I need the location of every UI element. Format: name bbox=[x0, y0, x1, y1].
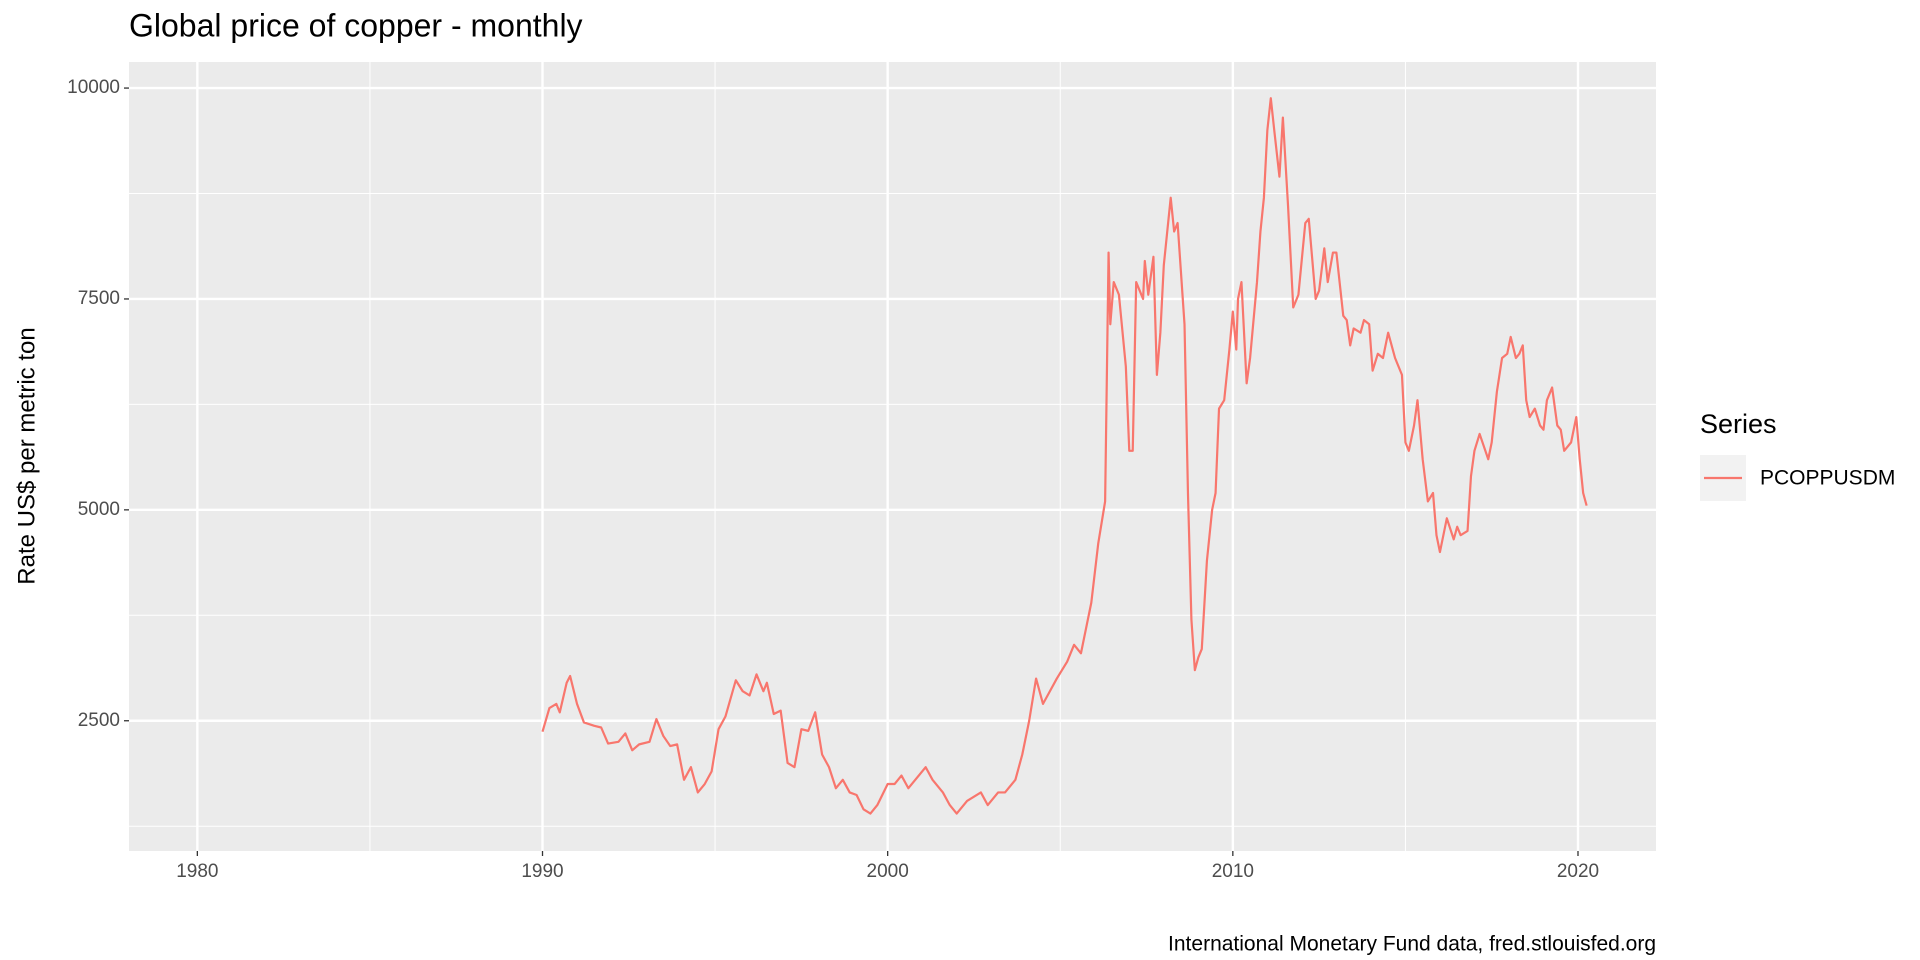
chart-title: Global price of copper - monthly bbox=[129, 7, 583, 43]
y-tick-label: 2500 bbox=[78, 710, 120, 731]
data-line bbox=[541, 97, 1588, 815]
legend-title: Series bbox=[1700, 409, 1777, 439]
x-tick-label: 2000 bbox=[867, 861, 909, 882]
y-tick-label: 5000 bbox=[78, 499, 120, 520]
plot-panel bbox=[129, 62, 1656, 851]
x-tick-label: 1980 bbox=[176, 861, 218, 882]
y-tick-label: 7500 bbox=[78, 288, 120, 309]
x-tick-label: 2020 bbox=[1557, 861, 1599, 882]
x-tick-label: 2010 bbox=[1212, 861, 1254, 882]
y-axis-title: Rate US$ per metric ton bbox=[13, 327, 40, 584]
caption: International Monetary Fund data, fred.s… bbox=[1168, 933, 1656, 956]
x-tick-label: 1990 bbox=[521, 861, 563, 882]
y-tick-label: 10000 bbox=[67, 77, 120, 98]
legend-label: PCOPPUSDM bbox=[1760, 467, 1895, 490]
